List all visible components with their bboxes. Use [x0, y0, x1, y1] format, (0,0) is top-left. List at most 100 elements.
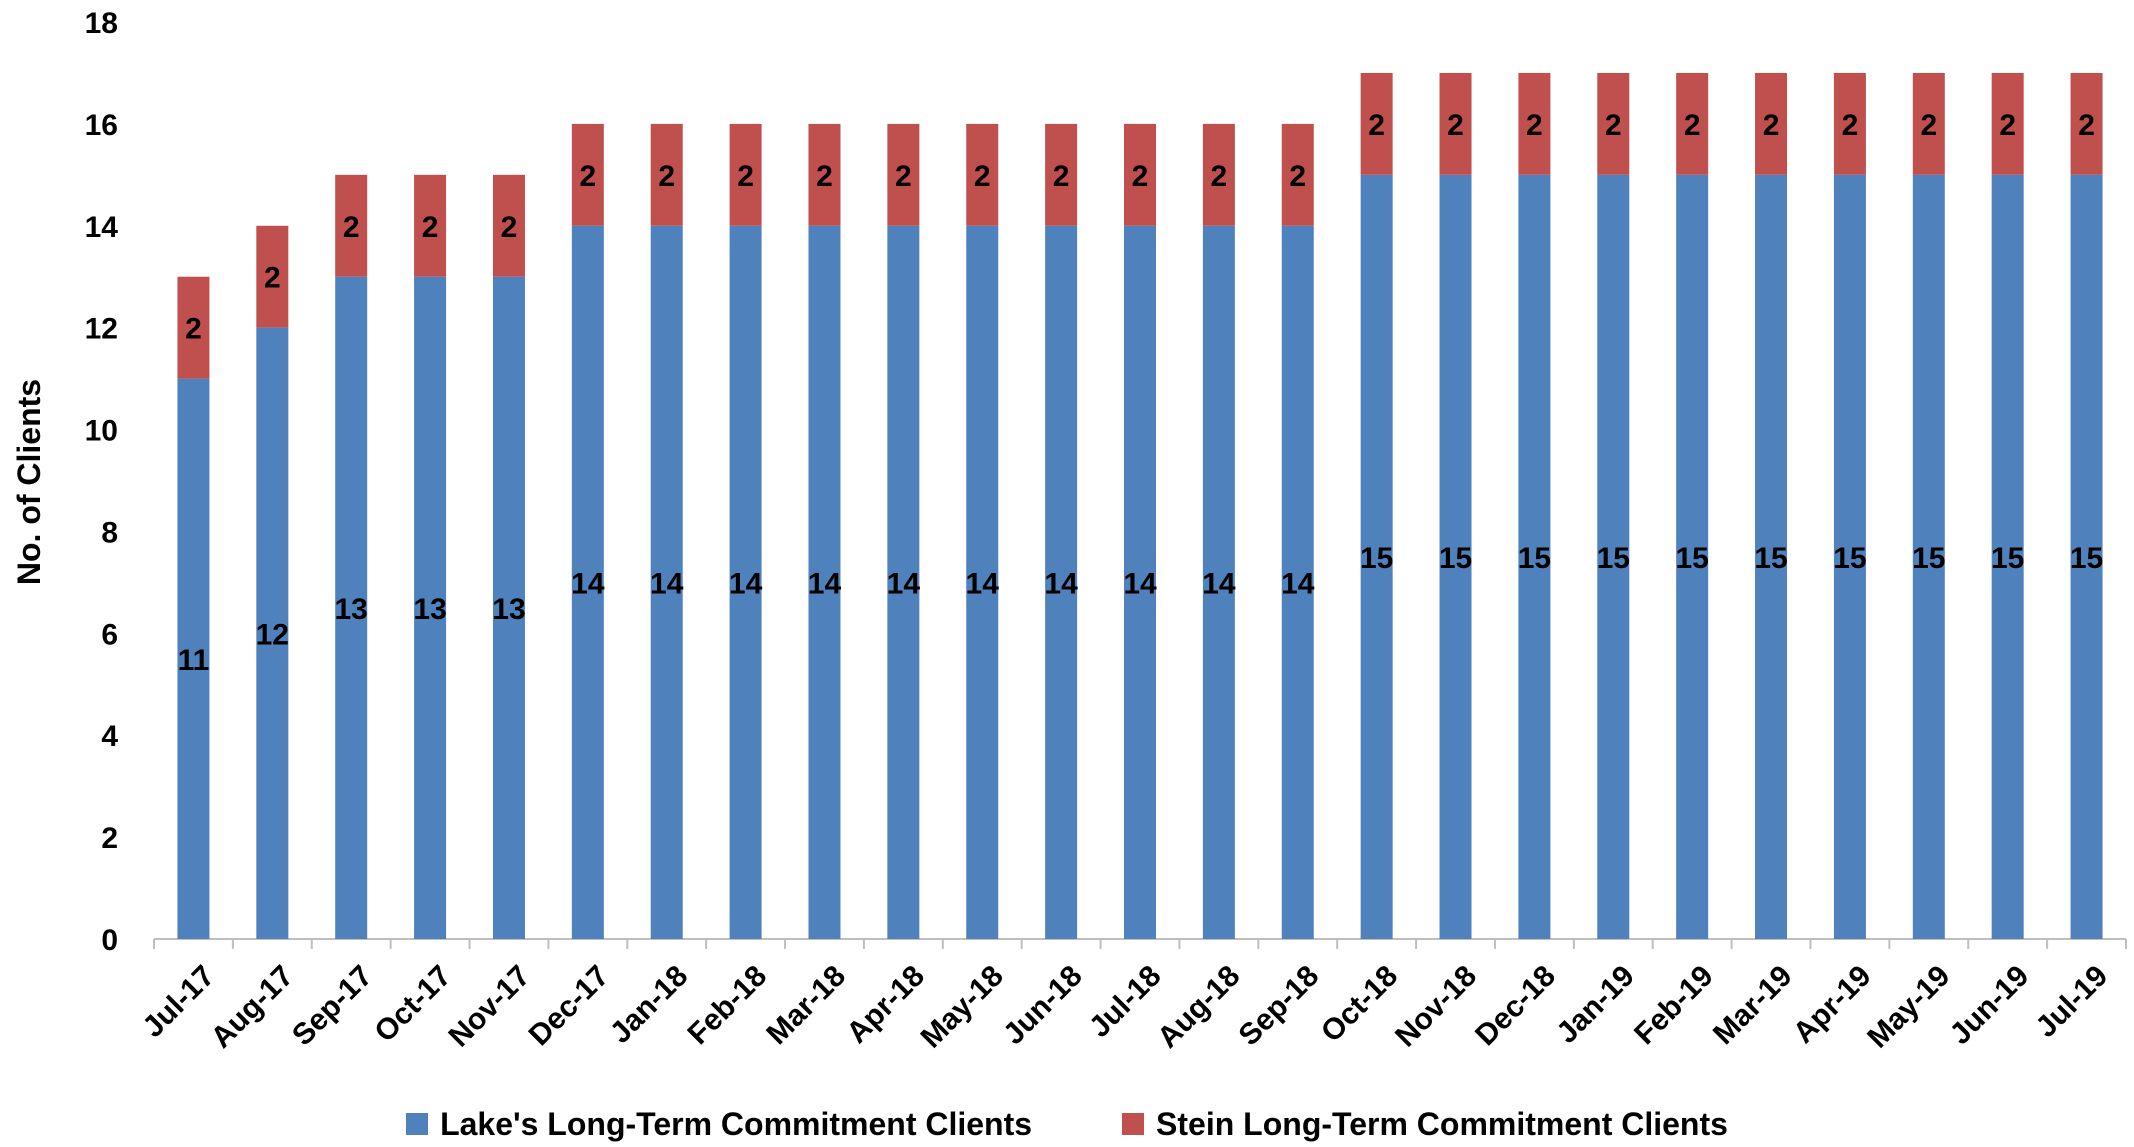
data-label-lake: 13: [413, 593, 446, 626]
bar-segment-stein: [1281, 123, 1314, 226]
bar-segment-lake: [2070, 174, 2103, 940]
data-label-lake: 15: [1833, 542, 1866, 575]
x-tick-label: Jan-19: [1550, 959, 1641, 1050]
bar-segment-stein: [729, 123, 762, 226]
data-label-stein: 2: [895, 160, 912, 193]
bar-segment-lake: [177, 378, 210, 940]
y-tick-label: 4: [101, 720, 118, 753]
bar-segment-stein: [1991, 72, 2024, 175]
x-tick-label: Mar-19: [1707, 959, 1799, 1051]
bar-segment-stein: [1597, 72, 1630, 175]
data-label-lake: 14: [808, 567, 842, 600]
y-tick-label: 12: [85, 313, 118, 346]
bar-segment-stein: [1045, 123, 1078, 226]
data-label-lake: 14: [887, 567, 921, 600]
data-label-lake: 15: [1360, 542, 1393, 575]
legend-label-stein: Stein Long-Term Commitment Clients: [1156, 1105, 1728, 1142]
data-label-lake: 14: [1281, 567, 1315, 600]
legend-swatch-stein: [1122, 1113, 1145, 1135]
x-tick-label: Aug-17: [205, 959, 300, 1054]
data-label-lake: 14: [966, 567, 1000, 600]
y-tick-label: 0: [101, 924, 118, 957]
bar-segment-stein: [414, 174, 447, 277]
bar-segment-stein: [2070, 72, 2103, 175]
bar-segment-stein: [1833, 72, 1866, 175]
data-label-lake: 15: [1597, 542, 1630, 575]
data-label-stein: 2: [343, 211, 360, 244]
bar-segment-lake: [887, 225, 920, 939]
x-tick-label: Dec-17: [523, 959, 616, 1052]
data-label-stein: 2: [974, 160, 991, 193]
bar-segment-lake: [1912, 174, 1945, 940]
bar-segment-stein: [966, 123, 999, 226]
bar-segment-lake: [256, 327, 289, 940]
data-label-stein: 2: [1368, 109, 1385, 142]
bar-segment-stein: [650, 123, 683, 226]
x-tick-label: Nov-17: [443, 959, 537, 1053]
x-tick-label: Apr-19: [1787, 959, 1878, 1050]
x-tick-label: Jun-18: [997, 959, 1089, 1051]
x-tick-label: Dec-18: [1469, 959, 1562, 1052]
data-label-lake: 13: [335, 593, 368, 626]
data-label-lake: 15: [2070, 542, 2103, 575]
data-label-lake: 15: [1439, 542, 1472, 575]
data-label-lake: 14: [650, 567, 684, 600]
axes: 024681012141618Jul-17Aug-17Sep-17Oct-17N…: [85, 7, 2127, 1055]
bar-segment-lake: [1360, 174, 1393, 940]
bar-segment-lake: [1597, 174, 1630, 940]
x-tick-label: Apr-18: [840, 959, 931, 1050]
data-label-stein: 2: [1605, 109, 1622, 142]
x-tick-label: Sep-18: [1233, 959, 1326, 1052]
bar-segment-stein: [1202, 123, 1235, 226]
data-label-lake: 14: [1202, 567, 1236, 600]
x-tick-label: Nov-18: [1389, 959, 1483, 1053]
legend: Lake's Long-Term Commitment Clients Stei…: [0, 1106, 2134, 1142]
bar-segment-lake: [571, 225, 604, 939]
x-tick-label: Oct-17: [368, 959, 457, 1048]
bar-segment-lake: [1518, 174, 1551, 940]
data-label-lake: 15: [1675, 542, 1708, 575]
legend-label-lake: Lake's Long-Term Commitment Clients: [440, 1105, 1033, 1142]
data-label-lake: 13: [492, 593, 525, 626]
x-tick-label: May-18: [915, 959, 1010, 1054]
data-label-lake: 14: [1123, 567, 1157, 600]
bar-segment-lake: [1124, 225, 1156, 939]
x-tick-label: Jul-19: [2030, 959, 2115, 1044]
bar-segment-lake: [1202, 225, 1235, 939]
bar-segment-stein: [887, 123, 920, 226]
y-tick-label: 16: [85, 109, 118, 142]
data-label-stein: 2: [1526, 109, 1543, 142]
data-label-lake: 15: [1754, 542, 1787, 575]
data-label-stein: 2: [816, 160, 833, 193]
data-label-stein: 2: [1447, 109, 1464, 142]
bar-segment-lake: [1439, 174, 1472, 940]
x-tick-label: Sep-17: [286, 959, 379, 1052]
data-label-lake: 15: [1991, 542, 2024, 575]
bar-segment-lake: [1755, 174, 1788, 940]
bar-segment-lake: [492, 276, 525, 939]
y-axis-label: No. of Clients: [11, 379, 47, 585]
y-tick-label: 2: [101, 822, 118, 855]
data-label-stein: 2: [2078, 109, 2095, 142]
bar-segment-stein: [571, 123, 604, 226]
data-label-stein: 2: [737, 160, 754, 193]
bar-segment-stein: [492, 174, 525, 277]
x-tick-label: Jun-19: [1944, 959, 2036, 1051]
bar-segment-stein: [1518, 72, 1551, 175]
data-label-stein: 2: [422, 211, 439, 244]
x-tick-label: Aug-18: [1151, 959, 1246, 1054]
data-label-stein: 2: [1999, 109, 2016, 142]
data-label-lake: 14: [571, 567, 605, 600]
bar-segment-stein: [1360, 72, 1393, 175]
data-label-lake: 14: [729, 567, 763, 600]
bar-segment-lake: [808, 225, 841, 939]
data-labels: 11 2 12 2 13 2 13 2 13 2 14 2 14 2 14 2 14 2 14 2 14 2 14 2 14 2 1…: [178, 109, 2104, 677]
data-label-stein: 2: [1684, 109, 1701, 142]
bar-segment-stein: [335, 174, 368, 277]
data-label-lake: 14: [1044, 567, 1078, 600]
data-label-stein: 2: [1053, 160, 1070, 193]
bars: [177, 72, 2103, 940]
x-tick-label: Feb-19: [1628, 959, 1720, 1051]
y-tick-label: 6: [101, 618, 118, 651]
